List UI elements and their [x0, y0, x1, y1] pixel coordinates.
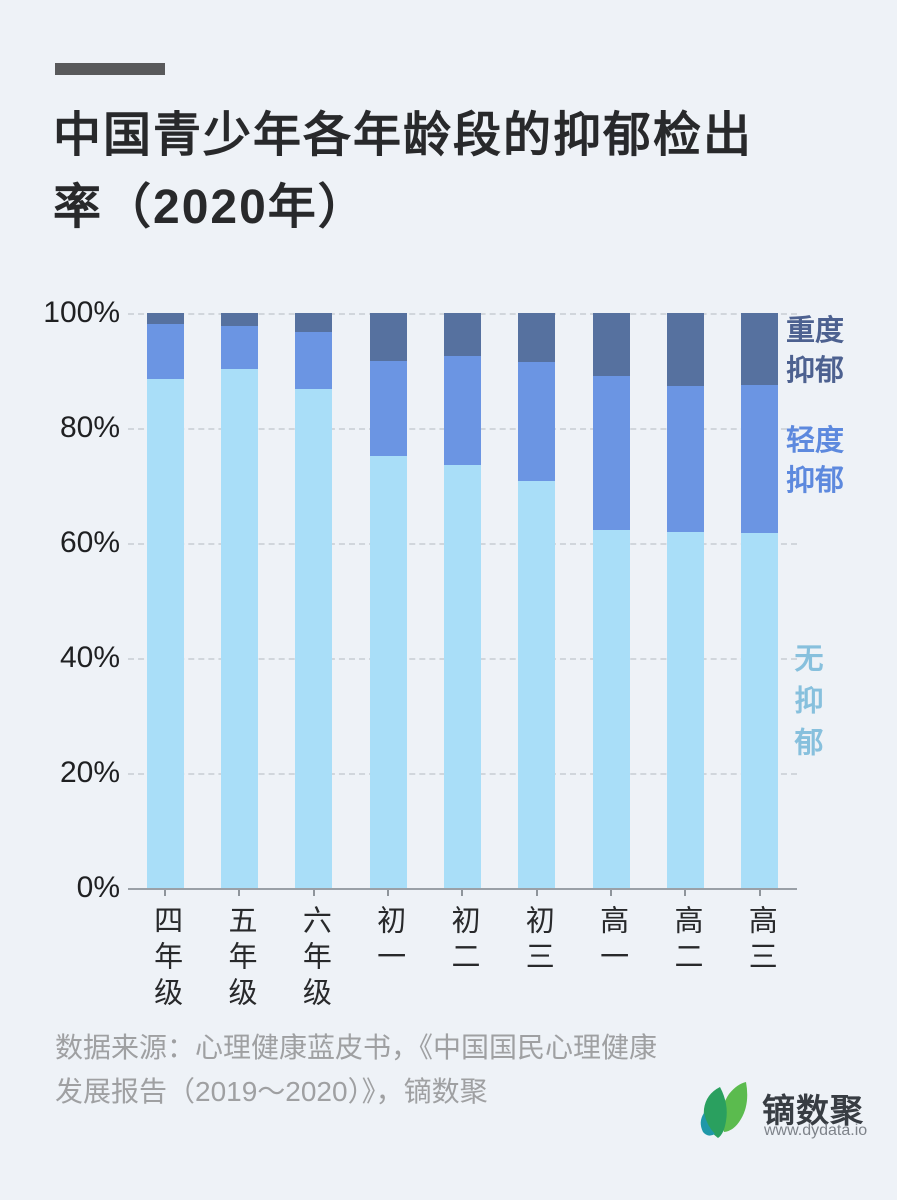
x-axis-label-高二: 高二	[669, 905, 702, 977]
stacked-bar-初三	[518, 313, 556, 888]
x-axis-tick	[461, 888, 464, 896]
x-axis-label-初三: 初三	[521, 905, 554, 977]
page-title: 中国青少年各年龄段的抑郁检出 率（2020年）	[53, 100, 873, 244]
bar-segment-轻度抑郁	[220, 326, 258, 369]
bar-segment-无抑郁	[443, 464, 481, 888]
x-axis-tick	[387, 888, 390, 896]
y-axis-label-20%: 20%	[59, 756, 120, 789]
x-axis-tick	[758, 888, 761, 896]
brand-url: www.dydata.io	[764, 1122, 868, 1139]
x-axis-label-初二: 初二	[446, 905, 479, 977]
y-axis-label-40%: 40%	[59, 641, 120, 674]
bar-segment-轻度抑郁	[592, 375, 630, 531]
data-source-note: 数据来源：心理健康蓝皮书，《中国国民心理健康 发展报告（2019～2020）》，镝…	[55, 1026, 700, 1114]
bar-segment-无抑郁	[146, 378, 184, 888]
stacked-bar-六年级	[295, 313, 333, 888]
leaf-logo-icon	[700, 1082, 748, 1138]
bar-segment-重度抑郁	[295, 313, 333, 332]
bar-segment-无抑郁	[741, 532, 779, 888]
bar-segment-重度抑郁	[369, 313, 407, 361]
page-title-line2: 率（2020年）	[53, 181, 368, 234]
x-axis-tick	[238, 888, 241, 896]
dydata-logo: 镝数聚 www.dydata.io	[696, 1078, 868, 1148]
x-axis-label-六年级: 六年级	[298, 905, 331, 1013]
bar-segment-轻度抑郁	[518, 362, 556, 481]
stacked-bar-四年级	[146, 313, 184, 888]
bar-segment-轻度抑郁	[295, 331, 333, 389]
stacked-bar-高三	[741, 313, 779, 888]
ticks-row	[128, 888, 797, 896]
bar-segment-轻度抑郁	[443, 356, 481, 465]
bar-segment-重度抑郁	[443, 313, 481, 357]
legend-mild-depression: 轻度 抑郁	[786, 421, 844, 501]
bar-segment-无抑郁	[666, 531, 704, 888]
bar-segment-无抑郁	[592, 530, 630, 888]
stacked-bar-初二	[443, 313, 481, 888]
y-axis-label-100%: 100%	[43, 296, 120, 329]
data-source-line1: 数据来源：心理健康蓝皮书，《中国国民心理健康	[55, 1032, 658, 1063]
x-axis-label-初一: 初一	[372, 905, 405, 977]
legend-mild-line2: 抑郁	[786, 465, 845, 497]
x-axis-label-四年级: 四年级	[149, 905, 182, 1013]
legend-severe-depression: 重度 抑郁	[786, 311, 844, 391]
plot-area: 四年级 五年级 六年级 初一 初二 初三 高一 高二 高三 100% 80% 60% 40% 20% 0%	[43, 296, 797, 1013]
x-axis-label-五年级: 五年级	[223, 905, 256, 1013]
bar-segment-无抑郁	[220, 368, 258, 888]
y-axis-label-60%: 60%	[59, 526, 120, 559]
legend-no-depression: 无抑郁	[790, 643, 822, 769]
stacked-bar-高一	[592, 313, 630, 888]
bar-segment-重度抑郁	[592, 313, 630, 376]
x-axis-label-高一: 高一	[595, 905, 628, 977]
x-axis-tick	[164, 888, 167, 896]
bar-segment-无抑郁	[295, 388, 333, 888]
bar-segment-轻度抑郁	[741, 385, 779, 533]
bar-segment-重度抑郁	[518, 313, 556, 363]
bar-segment-无抑郁	[369, 455, 407, 888]
bar-segment-无抑郁	[518, 480, 556, 888]
x-axis-tick	[684, 888, 687, 896]
y-axis-label-0%: 0%	[76, 871, 120, 904]
page-title-line1: 中国青少年各年龄段的抑郁检出	[53, 109, 754, 162]
x-labels-row: 四年级 五年级 六年级 初一 初二 初三 高一 高二 高三	[128, 905, 797, 1013]
x-axis-tick	[610, 888, 613, 896]
bar-segment-轻度抑郁	[146, 323, 184, 379]
y-axis-label-80%: 80%	[59, 411, 120, 444]
legend-severe-line1: 重度	[786, 315, 845, 347]
bar-segment-轻度抑郁	[666, 386, 704, 532]
bar-segment-重度抑郁	[220, 313, 258, 327]
bars-row	[128, 313, 797, 888]
bar-segment-重度抑郁	[146, 313, 184, 324]
stacked-bar-高二	[666, 313, 704, 888]
stacked-bar-初一	[369, 313, 407, 888]
data-source-line2: 发展报告（2019～2020）》，镝数聚	[55, 1076, 488, 1107]
x-axis-label-高三: 高三	[744, 905, 777, 977]
stacked-bar-五年级	[220, 313, 258, 888]
brand-name: 镝数聚	[762, 1092, 864, 1129]
bar-segment-重度抑郁	[666, 313, 704, 387]
x-axis-tick	[312, 888, 315, 896]
x-axis-tick	[535, 888, 538, 896]
legend-severe-line2: 抑郁	[786, 355, 845, 387]
bar-segment-轻度抑郁	[369, 360, 407, 456]
legend-mild-line1: 轻度	[786, 425, 845, 457]
x-axis-line	[128, 888, 797, 890]
title-accent-bar	[55, 63, 165, 75]
bar-segment-重度抑郁	[741, 313, 779, 386]
